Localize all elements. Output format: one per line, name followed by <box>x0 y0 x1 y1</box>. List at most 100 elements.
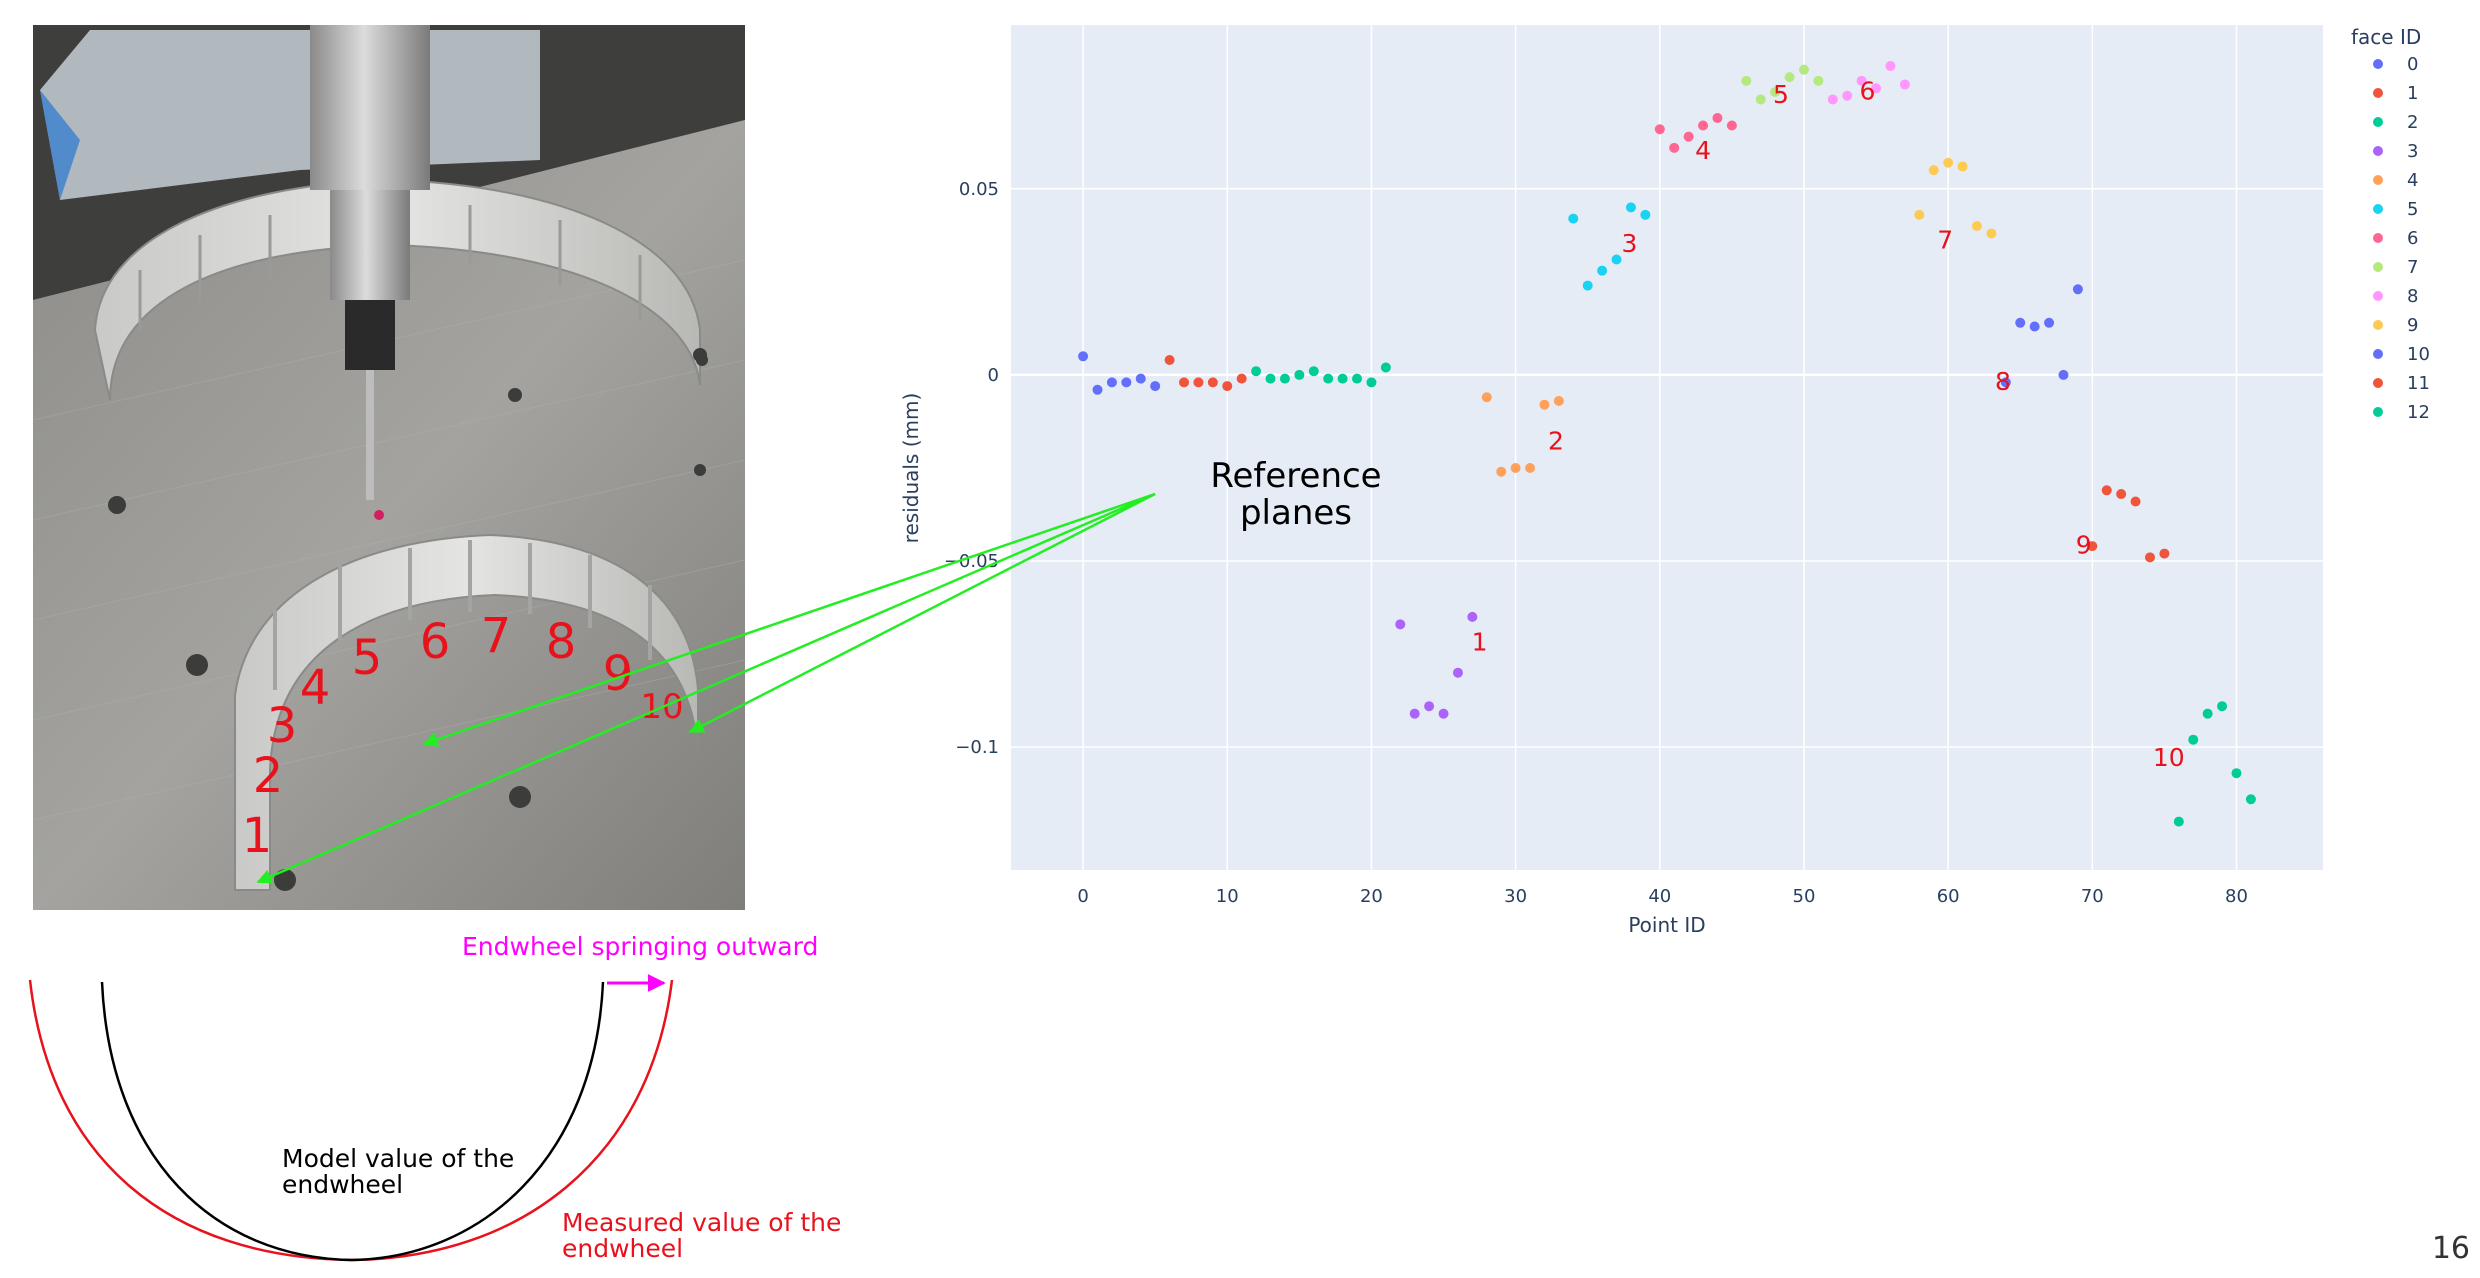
photo-face-label: 6 <box>420 614 451 670</box>
y-tick-label: 0 <box>988 365 999 386</box>
data-point-face-6 <box>1683 131 1694 142</box>
tick-labels: 0 10 20 30 40 50 60 70 80 0.05 0 −0.05 −0.1 <box>944 179 2248 907</box>
legend-marker[interactable] <box>2373 117 2383 127</box>
data-point-face-5 <box>1611 254 1622 265</box>
legend-item-label[interactable]: 7 <box>2407 257 2418 278</box>
data-point-face-12 <box>2173 816 2184 827</box>
reference-planes-callout: Reference planes <box>256 456 1382 884</box>
data-point-face-7 <box>1784 72 1795 83</box>
grid <box>1011 25 2323 870</box>
legend-marker[interactable] <box>2373 407 2383 417</box>
springing-label: Endwheel springing outward <box>462 932 818 961</box>
data-point-face-2 <box>1294 369 1305 380</box>
x-tick-label: 20 <box>1360 886 1383 907</box>
legend-marker[interactable] <box>2373 262 2383 272</box>
data-point-face-4 <box>1496 466 1507 477</box>
data-point-face-0 <box>1078 351 1089 362</box>
legend-marker[interactable] <box>2373 378 2383 388</box>
face-annotation: 3 <box>1622 229 1638 258</box>
data-point-face-2 <box>1380 362 1391 373</box>
data-point-face-5 <box>1597 265 1608 276</box>
legend-item-label[interactable]: 11 <box>2407 373 2430 394</box>
x-tick-label: 30 <box>1504 886 1527 907</box>
data-point-face-1 <box>1193 377 1204 388</box>
data-point-face-11 <box>2159 548 2170 559</box>
measurement-photo: 1 2 3 4 5 6 7 8 9 10 <box>33 25 745 910</box>
data-point-face-2 <box>1279 373 1290 384</box>
legend-marker[interactable] <box>2373 88 2383 98</box>
x-tick-label: 80 <box>2225 886 2248 907</box>
x-tick-label: 40 <box>1648 886 1671 907</box>
photo-face-label: 1 <box>242 808 273 864</box>
photo-face-label: 3 <box>267 698 298 754</box>
data-point-face-11 <box>2130 496 2141 507</box>
y-tick-label: −0.1 <box>955 737 999 758</box>
legend-marker[interactable] <box>2373 349 2383 359</box>
data-point-face-5 <box>1582 280 1593 291</box>
data-point-face-3 <box>1438 708 1449 719</box>
reference-planes-line1: Reference <box>1210 456 1381 496</box>
data-point-face-11 <box>2087 541 2098 552</box>
legend-item-label[interactable]: 9 <box>2407 315 2418 336</box>
legend-item-label[interactable]: 12 <box>2407 402 2430 423</box>
face-annotation: 4 <box>1695 136 1711 165</box>
data-point-face-12 <box>2231 768 2242 779</box>
data-point-face-2 <box>1308 366 1319 377</box>
data-point-face-11 <box>2116 489 2127 500</box>
data-point-face-0 <box>1121 377 1132 388</box>
data-point-face-1 <box>1164 355 1175 366</box>
legend-marker[interactable] <box>2373 146 2383 156</box>
data-point-face-8 <box>1842 90 1853 101</box>
legend-item-label[interactable]: 1 <box>2407 83 2418 104</box>
plot-area <box>1011 25 2323 870</box>
legend-item-label[interactable]: 8 <box>2407 286 2418 307</box>
face-annotation: 8 <box>1995 367 2011 396</box>
data-point-face-6 <box>1712 113 1723 124</box>
data-point-face-10 <box>2044 317 2055 328</box>
legend-title: face ID <box>2351 25 2421 49</box>
legend-marker[interactable] <box>2373 59 2383 69</box>
legend-item-label[interactable]: 10 <box>2407 344 2430 365</box>
photo-face-label: 4 <box>300 660 331 716</box>
data-point-face-3 <box>1452 667 1463 678</box>
y-tick-label: −0.05 <box>944 551 999 572</box>
legend-item-label[interactable]: 0 <box>2407 54 2418 75</box>
data-point-face-1 <box>1207 377 1218 388</box>
data-point-face-5 <box>1568 213 1579 224</box>
data-point-face-10 <box>2029 321 2040 332</box>
data-point-face-0 <box>1150 381 1161 392</box>
x-tick-label: 0 <box>1077 886 1088 907</box>
face-annotation: 10 <box>2153 743 2185 772</box>
data-point-face-7 <box>1755 94 1766 105</box>
data-point-face-8 <box>1871 83 1882 94</box>
data-point-face-8 <box>1899 79 1910 90</box>
legend-item-label[interactable]: 6 <box>2407 228 2418 249</box>
data-point-face-7 <box>1813 75 1824 86</box>
legend-marker[interactable] <box>2373 204 2383 214</box>
data-point-face-10 <box>2058 369 2069 380</box>
endwheel-sketch: Endwheel springing outward Model value o… <box>28 932 841 1263</box>
data-point-face-12 <box>2202 708 2213 719</box>
legend-marker[interactable] <box>2373 291 2383 301</box>
y-axis-title: residuals (mm) <box>899 393 923 544</box>
face-annotation: 7 <box>1937 225 1953 254</box>
model-value-line1: Model value of the <box>282 1144 514 1173</box>
reference-planes-line2: planes <box>1240 493 1352 533</box>
legend-item-label[interactable]: 5 <box>2407 199 2418 220</box>
legend-item-label[interactable]: 4 <box>2407 170 2418 191</box>
data-point-face-4 <box>1481 392 1492 403</box>
legend-item-label[interactable]: 3 <box>2407 141 2418 162</box>
photo-face-label: 8 <box>546 614 577 670</box>
data-point-face-9 <box>1971 221 1982 232</box>
x-tick-label: 50 <box>1793 886 1816 907</box>
legend-marker[interactable] <box>2373 233 2383 243</box>
model-endwheel-arc <box>100 981 605 1262</box>
legend-marker[interactable] <box>2373 175 2383 185</box>
data-point-face-11 <box>2144 552 2155 563</box>
measured-value-line2: endwheel <box>562 1234 683 1263</box>
data-point-face-9 <box>1957 161 1968 172</box>
legend-marker[interactable] <box>2373 320 2383 330</box>
legend-item-label[interactable]: 2 <box>2407 112 2418 133</box>
